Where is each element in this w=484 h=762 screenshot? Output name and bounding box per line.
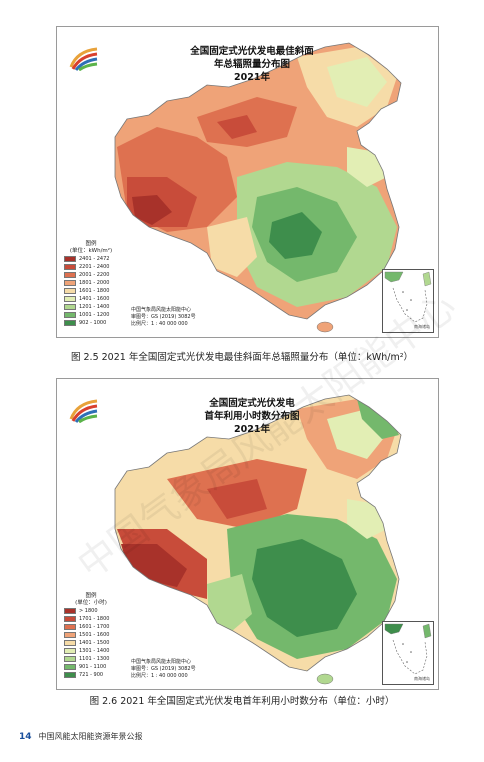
legend-swatch bbox=[64, 656, 76, 662]
cma-logo bbox=[67, 45, 101, 72]
legend-label: 721 - 900 bbox=[79, 672, 104, 678]
legend-label: 1501 - 1600 bbox=[79, 632, 110, 638]
legend-swatch bbox=[64, 288, 76, 294]
legend-swatch bbox=[64, 256, 76, 262]
legend-label: 1701 - 1800 bbox=[79, 616, 110, 622]
legend-title: 图例 bbox=[85, 241, 97, 247]
legend-label: 1801 - 2000 bbox=[79, 280, 110, 286]
legend-label: > 1800 bbox=[79, 608, 98, 614]
legend-item: 1201 - 1400 bbox=[64, 303, 118, 311]
figure-radiation-map: 全国固定式光伏发电最佳斜面 年总辐照量分布图 2021年 图例 (单位：kWh/… bbox=[56, 26, 439, 338]
legend-label: 902 - 1000 bbox=[79, 320, 107, 326]
legend-label: 1401 - 1600 bbox=[79, 296, 110, 302]
legend-item: 1101 - 1300 bbox=[64, 655, 118, 663]
map-credit: 中国气象局风能太阳能中心 审图号：GS (2019) 3082号 比例尺：1 :… bbox=[131, 659, 196, 680]
legend-rows: 2401 - 2472 2201 - 2400 2001 - 2200 1801 - … bbox=[64, 255, 118, 327]
legend-item: 2201 - 2400 bbox=[64, 263, 118, 271]
legend-label: 901 - 1100 bbox=[79, 664, 107, 670]
inset-map bbox=[384, 623, 432, 675]
credit-organization: 中国气象局风能太阳能中心 bbox=[131, 307, 192, 313]
legend-item: 1001 - 1200 bbox=[64, 311, 118, 319]
legend-label: 1401 - 1500 bbox=[79, 640, 110, 646]
map-legend: 图例 (单位：小时) > 1800 1701 - 1800 1601 - 1700 1… bbox=[64, 593, 118, 679]
publication-title: 中国风能太阳能资源年景公报 bbox=[38, 732, 143, 741]
page-footer: 14 中国风能太阳能资源年景公报 bbox=[19, 731, 143, 742]
china-map-hours bbox=[114, 394, 402, 685]
map-title-line-1: 全国固定式光伏发电最佳斜面 bbox=[190, 46, 314, 57]
legend-label: 1601 - 1800 bbox=[79, 288, 110, 294]
figure-caption: 图 2.5 2021 年全国固定式光伏发电最佳斜面年总辐照量分布（单位：kWh/… bbox=[70, 352, 414, 363]
legend-rows: > 1800 1701 - 1800 1601 - 1700 1501 - 1600 1… bbox=[64, 607, 118, 679]
figure-utilization-hours-map: 全国固定式光伏发电 首年利用小时数分布图 2021年 图例 (单位：小时) > … bbox=[56, 378, 439, 690]
legend-swatch bbox=[64, 320, 76, 326]
map-legend: 图例 (单位：kWh/m²) 2401 - 2472 2201 - 2400 200… bbox=[64, 241, 118, 327]
legend-item: 1401 - 1500 bbox=[64, 639, 118, 647]
map-title: 全国固定式光伏发电 首年利用小时数分布图 2021年 bbox=[167, 397, 337, 436]
map-title-line-1: 全国固定式光伏发电 bbox=[209, 398, 295, 409]
legend-item: 1801 - 2000 bbox=[64, 279, 118, 287]
legend-swatch bbox=[64, 616, 76, 622]
credit-scale: 比例尺：1 : 40 000 000 bbox=[131, 673, 188, 679]
credit-approval-number: 审图号：GS (2019) 3082号 bbox=[131, 314, 196, 320]
south-china-sea-inset: 南海诸岛 bbox=[382, 621, 434, 685]
legend-item: 901 - 1100 bbox=[64, 663, 118, 671]
legend-unit: (单位：kWh/m²) bbox=[69, 248, 113, 254]
figure-caption: 图 2.6 2021 年全国固定式光伏发电首年利用小时数分布（单位：小时） bbox=[89, 696, 395, 707]
legend-item: 1501 - 1600 bbox=[64, 631, 118, 639]
china-map-radiation bbox=[114, 42, 402, 333]
inset-label: 南海诸岛 bbox=[414, 676, 430, 681]
legend-swatch bbox=[64, 272, 76, 278]
map-title-line-2: 年总辐照量分布图 bbox=[213, 59, 290, 70]
legend-item: 1601 - 1800 bbox=[64, 287, 118, 295]
legend-swatch bbox=[64, 664, 76, 670]
inset-map bbox=[384, 271, 432, 323]
legend-swatch bbox=[64, 304, 76, 310]
legend-label: 1001 - 1200 bbox=[79, 312, 110, 318]
legend-swatch bbox=[64, 648, 76, 654]
legend-item: 1301 - 1400 bbox=[64, 647, 118, 655]
map-title-year: 2021年 bbox=[234, 424, 270, 435]
map-credit: 中国气象局风能太阳能中心 审图号：GS (2019) 3082号 比例尺：1 :… bbox=[131, 307, 196, 328]
legend-label: 1301 - 1400 bbox=[79, 648, 110, 654]
legend-item: 2401 - 2472 bbox=[64, 255, 118, 263]
map-title-year: 2021年 bbox=[234, 72, 270, 83]
legend-label: 2201 - 2400 bbox=[79, 264, 110, 270]
legend-swatch bbox=[64, 280, 76, 286]
credit-approval-number: 审图号：GS (2019) 3082号 bbox=[131, 666, 196, 672]
legend-label: 1101 - 1300 bbox=[79, 656, 110, 662]
credit-organization: 中国气象局风能太阳能中心 bbox=[131, 659, 192, 665]
cma-logo bbox=[67, 397, 101, 424]
legend-item: 721 - 900 bbox=[64, 671, 118, 679]
legend-swatch bbox=[64, 624, 76, 630]
legend-swatch bbox=[64, 640, 76, 646]
credit-scale: 比例尺：1 : 40 000 000 bbox=[131, 321, 188, 327]
legend-label: 2001 - 2200 bbox=[79, 272, 110, 278]
legend-item: > 1800 bbox=[64, 607, 118, 615]
legend-swatch bbox=[64, 264, 76, 270]
legend-label: 2401 - 2472 bbox=[79, 256, 110, 262]
legend-unit: (单位：小时) bbox=[75, 600, 107, 606]
south-china-sea-inset: 南海诸岛 bbox=[382, 269, 434, 333]
map-title: 全国固定式光伏发电最佳斜面 年总辐照量分布图 2021年 bbox=[167, 45, 337, 84]
legend-item: 1701 - 1800 bbox=[64, 615, 118, 623]
legend-item: 902 - 1000 bbox=[64, 319, 118, 327]
legend-swatch bbox=[64, 312, 76, 318]
legend-item: 2001 - 2200 bbox=[64, 271, 118, 279]
legend-item: 1401 - 1600 bbox=[64, 295, 118, 303]
map-title-line-2: 首年利用小时数分布图 bbox=[204, 411, 300, 422]
legend-swatch bbox=[64, 632, 76, 638]
legend-label: 1601 - 1700 bbox=[79, 624, 110, 630]
legend-title: 图例 bbox=[85, 593, 97, 599]
page-number: 14 bbox=[19, 732, 32, 742]
legend-item: 1601 - 1700 bbox=[64, 623, 118, 631]
inset-label: 南海诸岛 bbox=[414, 324, 430, 329]
legend-swatch bbox=[64, 672, 76, 678]
legend-swatch bbox=[64, 608, 76, 614]
legend-label: 1201 - 1400 bbox=[79, 304, 110, 310]
legend-swatch bbox=[64, 296, 76, 302]
